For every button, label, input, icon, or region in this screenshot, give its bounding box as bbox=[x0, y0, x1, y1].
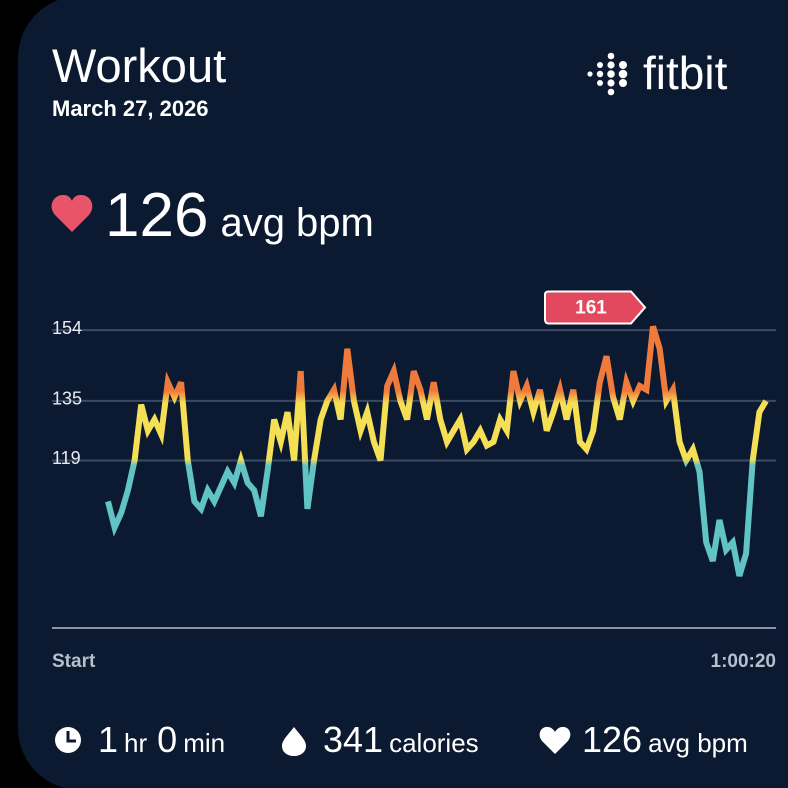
minutes: 0 bbox=[157, 719, 177, 760]
date: March 27, 2026 bbox=[52, 96, 209, 121]
title: Workout bbox=[52, 39, 226, 92]
calories: 341 calories bbox=[323, 719, 479, 760]
max-label: 161 bbox=[575, 297, 607, 318]
y-tick-label: 154 bbox=[52, 318, 82, 338]
hours-unit: hr bbox=[124, 728, 147, 758]
avg-bpm-unit: avg bpm bbox=[648, 728, 748, 758]
calories-unit: calories bbox=[389, 728, 479, 758]
flame-icon bbox=[282, 727, 306, 756]
avg-value: 126 bbox=[105, 181, 208, 250]
y-tick-label: 119 bbox=[52, 448, 81, 468]
minutes-unit: min bbox=[183, 728, 225, 758]
max-badge bbox=[544, 290, 647, 325]
y-tick-label: 135 bbox=[52, 389, 82, 409]
heart-icon-small bbox=[539, 726, 571, 754]
avg-bpm-value: 126 bbox=[582, 719, 642, 760]
hours: 1 bbox=[98, 719, 118, 760]
heart-rate-line bbox=[105, 325, 769, 577]
fitbit-dots bbox=[587, 52, 628, 96]
avg-unit: avg bpm bbox=[220, 201, 373, 245]
stats: 1 hr 0 min 341 calories 126 avg bpm bbox=[55, 719, 748, 760]
x-tick-label: Start bbox=[52, 651, 96, 672]
x-tick-label: 1:00:20 bbox=[711, 651, 777, 672]
duration: 1 hr 0 min bbox=[98, 719, 225, 760]
avg-bpm: 126 avg bpm bbox=[582, 719, 748, 760]
brand: fitbit bbox=[643, 47, 728, 99]
summary: 126 avg bpm bbox=[105, 181, 374, 250]
calories-value: 341 bbox=[323, 719, 383, 760]
heart-icon bbox=[51, 194, 93, 232]
card bbox=[18, 0, 788, 788]
chart: 119 135 154 Start 1:00:20 161 bbox=[52, 290, 777, 672]
